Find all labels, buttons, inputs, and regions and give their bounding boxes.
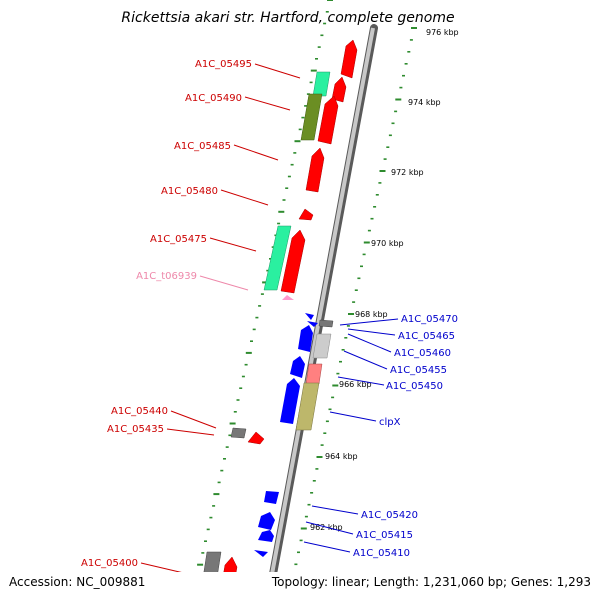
gene-label[interactable]: A1C_05485 [174,141,231,152]
gene-feature[interactable] [230,427,247,439]
gene-label[interactable]: A1C_05450 [386,381,443,392]
gene-label[interactable]: A1C_05490 [185,93,242,104]
forward-genes [199,39,358,600]
gene-feature[interactable] [307,321,318,327]
gene-feature[interactable] [264,491,279,504]
gene-feature[interactable] [290,356,305,378]
gene-label[interactable]: A1C_05435 [107,424,164,435]
gene-feature[interactable] [280,229,306,294]
forward-labels: A1C_05495 A1C_05490 A1C_05485 A1C_05480 … [81,59,301,575]
ruler-label: 972 kbp [391,168,424,177]
gene-feature[interactable] [331,76,347,103]
gene-feature[interactable] [298,325,313,352]
ruler-label: 966 kbp [339,380,372,389]
gene-feature[interactable] [318,319,334,328]
gene-feature[interactable] [312,71,331,97]
gene-feature[interactable] [305,147,325,193]
gene-feature[interactable] [258,512,275,530]
reverse-labels: A1C_05470 A1C_05465 A1C_05460 A1C_05455 … [303,314,458,559]
gene-feature[interactable] [312,333,332,359]
gene-feature[interactable] [258,530,274,542]
gene-label[interactable]: A1C_05460 [394,348,451,359]
gene-feature[interactable] [300,93,323,141]
gene-label[interactable]: A1C_05420 [361,510,418,521]
gene-label[interactable]: A1C_05475 [150,234,207,245]
ruler-label: 974 kbp [408,98,441,107]
gene-feature[interactable] [305,313,314,320]
gene-label[interactable]: A1C_05465 [398,331,455,342]
gene-label[interactable]: A1C_05415 [356,530,413,541]
page-title: Rickettsia akari str. Hartford, complete… [121,10,454,26]
gene-label[interactable]: A1C_05410 [353,548,410,559]
gene-label[interactable]: A1C_05440 [111,406,168,417]
gene-label[interactable]: clpX [379,417,401,428]
gene-feature[interactable] [298,208,314,221]
gene-feature[interactable] [317,95,339,145]
gene-feature[interactable] [254,550,268,557]
footer-backdrop [0,572,600,600]
ruler-label: 970 kbp [371,239,404,248]
gene-label[interactable]: A1C_05495 [195,59,252,70]
gene-label[interactable]: A1C_05470 [401,314,458,325]
trna-feature[interactable] [282,295,294,300]
gene-label[interactable]: A1C_05455 [390,365,447,376]
reverse-genes [254,313,334,557]
gene-label[interactable]: A1C_05400 [81,558,138,569]
ruler-label: 968 kbp [355,310,388,319]
gene-feature[interactable] [247,431,265,445]
ruler-label: 964 kbp [325,452,358,461]
gene-feature[interactable] [295,382,320,431]
ruler-label: 976 kbp [426,28,459,37]
summary-text: Topology: linear; Length: 1,231,060 bp; … [271,575,591,589]
gene-label[interactable]: A1C_05480 [161,186,218,197]
gene-feature[interactable] [305,363,323,385]
gene-feature[interactable] [280,378,300,424]
gene-feature[interactable] [340,39,358,79]
gene-feature[interactable] [263,225,292,291]
gene-label[interactable]: A1C_t06939 [136,271,197,282]
accession-text: Accession: NC_009881 [9,575,145,589]
